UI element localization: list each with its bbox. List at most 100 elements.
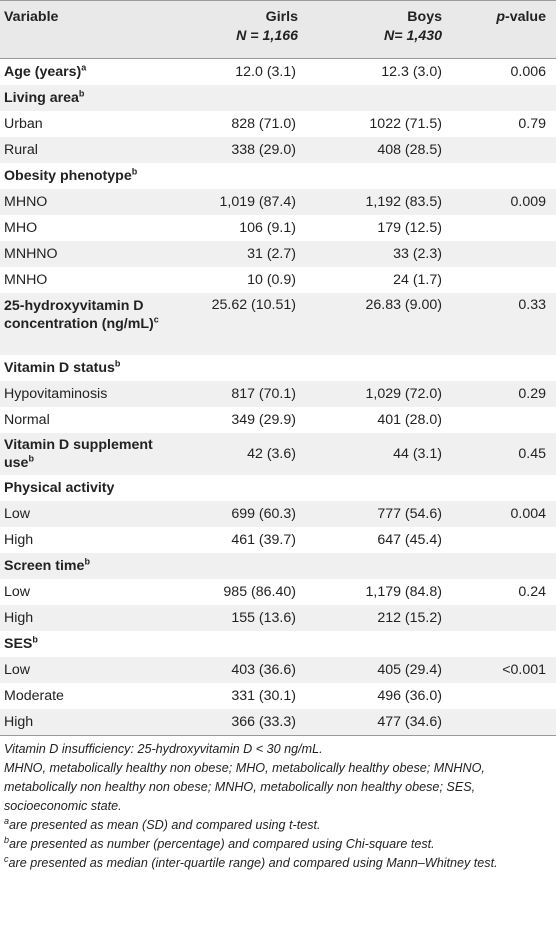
row-label: MHNO <box>4 193 48 210</box>
girls-value: 403 (36.6) <box>231 661 296 678</box>
row-label: High <box>4 609 34 626</box>
p-value <box>478 709 556 735</box>
girls-value: 699 (60.3) <box>231 505 296 522</box>
girls-value <box>190 475 338 501</box>
table-notes: Vitamin D insufficiency: 25-hydroxyvitam… <box>0 736 556 873</box>
table-row: Vitamin D supplement useb 42 (3.6) 44 (3.1… <box>0 432 556 475</box>
boys-value <box>338 85 478 111</box>
boys-value: 1,179 (84.8) <box>365 583 442 600</box>
p-value <box>478 215 556 241</box>
table-header-row: Variable Girls N = 1,166 Boys N= 1,430 p… <box>0 0 556 59</box>
p-value <box>478 553 556 579</box>
boys-value: 405 (29.4) <box>377 661 442 678</box>
table-row: Urban 828 (71.0) 1022 (71.5) 0.79 <box>0 110 556 137</box>
boys-label: Boys <box>407 9 442 25</box>
girls-value: 31 (2.7) <box>247 245 296 262</box>
row-label: Physical activity <box>4 479 115 496</box>
row-label: Moderate <box>4 687 64 704</box>
girls-value: 106 (9.1) <box>239 219 296 236</box>
footnote: care presented as median (inter-quartile… <box>4 853 498 870</box>
boys-value: 26.83 (9.00) <box>365 296 442 313</box>
table-row: Screen timeb <box>0 552 556 579</box>
footnote-mark: a <box>81 62 87 73</box>
girls-value <box>190 355 338 381</box>
boys-value: 1,192 (83.5) <box>365 193 442 210</box>
table-row: Rural 338 (29.0) 408 (28.5) <box>0 136 556 163</box>
row-label: SESb <box>4 633 38 652</box>
p-value: 0.33 <box>518 296 546 313</box>
girls-value <box>190 553 338 579</box>
p-value: 0.45 <box>518 445 546 462</box>
boys-value <box>338 355 478 381</box>
row-label: High <box>4 531 34 548</box>
row-label: High <box>4 713 34 730</box>
p-value <box>478 631 556 657</box>
footnote-mark: b <box>78 87 85 98</box>
table-row: Normal 349 (29.9) 401 (28.0) <box>0 406 556 433</box>
p-value <box>478 475 556 501</box>
footnote: bare presented as number (percentage) an… <box>4 834 435 851</box>
column-header-boys: Boys N= 1,430 <box>338 1 478 59</box>
p-value: 0.004 <box>510 505 546 522</box>
table-row: MHO 106 (9.1) 179 (12.5) <box>0 214 556 241</box>
girls-value: 366 (33.3) <box>231 713 296 730</box>
footnote-mark: c <box>153 313 159 324</box>
girls-value: 155 (13.6) <box>231 609 296 626</box>
p-value <box>478 407 556 433</box>
girls-value: 338 (29.0) <box>231 141 296 158</box>
boys-value <box>338 163 478 189</box>
girls-value: 461 (39.7) <box>231 531 296 548</box>
girls-n: N = 1,166 <box>236 28 298 44</box>
table-row: Physical activity <box>0 474 556 501</box>
table-row: Low 699 (60.3) 777 (54.6) 0.004 <box>0 500 556 527</box>
row-label: Low <box>4 583 31 600</box>
table-row: MNHO 10 (0.9) 24 (1.7) <box>0 266 556 293</box>
table-row: MNHNO 31 (2.7) 33 (2.3) <box>0 240 556 267</box>
boys-value: 408 (28.5) <box>377 141 442 158</box>
boys-value: 647 (45.4) <box>377 531 442 548</box>
girls-value: 828 (71.0) <box>231 115 296 132</box>
row-label: Rural <box>4 141 38 158</box>
boys-value: 496 (36.0) <box>377 687 442 704</box>
column-header-variable: Variable <box>4 9 59 25</box>
p-value: <0.001 <box>502 661 546 678</box>
note-insufficiency: Vitamin D insufficiency: 25-hydroxyvitam… <box>4 741 323 756</box>
row-label: Low <box>4 505 31 522</box>
table-row: Obesity phenotypeb <box>0 162 556 189</box>
girls-value: 985 (86.40) <box>223 583 296 600</box>
table-row: SESb <box>0 630 556 657</box>
p-value <box>478 683 556 709</box>
girls-value <box>190 85 338 111</box>
row-label: Age (years)a <box>4 62 87 80</box>
girls-value: 331 (30.1) <box>231 687 296 704</box>
p-value <box>478 137 556 163</box>
table-row: Moderate 331 (30.1) 496 (36.0) <box>0 682 556 709</box>
row-label: Vitamin D statusb <box>4 357 121 376</box>
footnote: aare presented as mean (SD) and compared… <box>4 815 321 832</box>
boys-value: 477 (34.6) <box>377 713 442 730</box>
row-label: Vitamin D supplement useb <box>4 436 153 471</box>
girls-value: 10 (0.9) <box>247 271 296 288</box>
girls-value: 1,019 (87.4) <box>219 193 296 210</box>
row-label: Hypovitaminosis <box>4 385 108 402</box>
p-value: 0.009 <box>510 193 546 210</box>
table-row: Living areab <box>0 84 556 111</box>
p-value: 0.006 <box>510 63 546 80</box>
footnote-mark: b <box>114 357 121 368</box>
table-row: High 461 (39.7) 647 (45.4) <box>0 526 556 553</box>
note-abbreviations: MHNO, metabolically healthy non obese; M… <box>4 760 485 813</box>
footnote-mark: b <box>32 633 38 644</box>
boys-value <box>338 553 478 579</box>
row-label: Normal <box>4 411 50 428</box>
table-row: Age (years)a 12.0 (3.1) 12.3 (3.0) 0.006 <box>0 58 556 85</box>
boys-value <box>338 631 478 657</box>
boys-value: 12.3 (3.0) <box>381 63 442 80</box>
boys-value: 179 (12.5) <box>377 219 442 236</box>
p-value <box>478 605 556 631</box>
p-value: 0.24 <box>518 583 546 600</box>
p-value <box>478 163 556 189</box>
column-header-girls: Girls N = 1,166 <box>190 1 338 59</box>
table-row: 25-hydroxyvitamin D concentration (ng/mL… <box>0 292 556 355</box>
girls-value: 42 (3.6) <box>247 445 296 462</box>
boys-value: 777 (54.6) <box>377 505 442 522</box>
